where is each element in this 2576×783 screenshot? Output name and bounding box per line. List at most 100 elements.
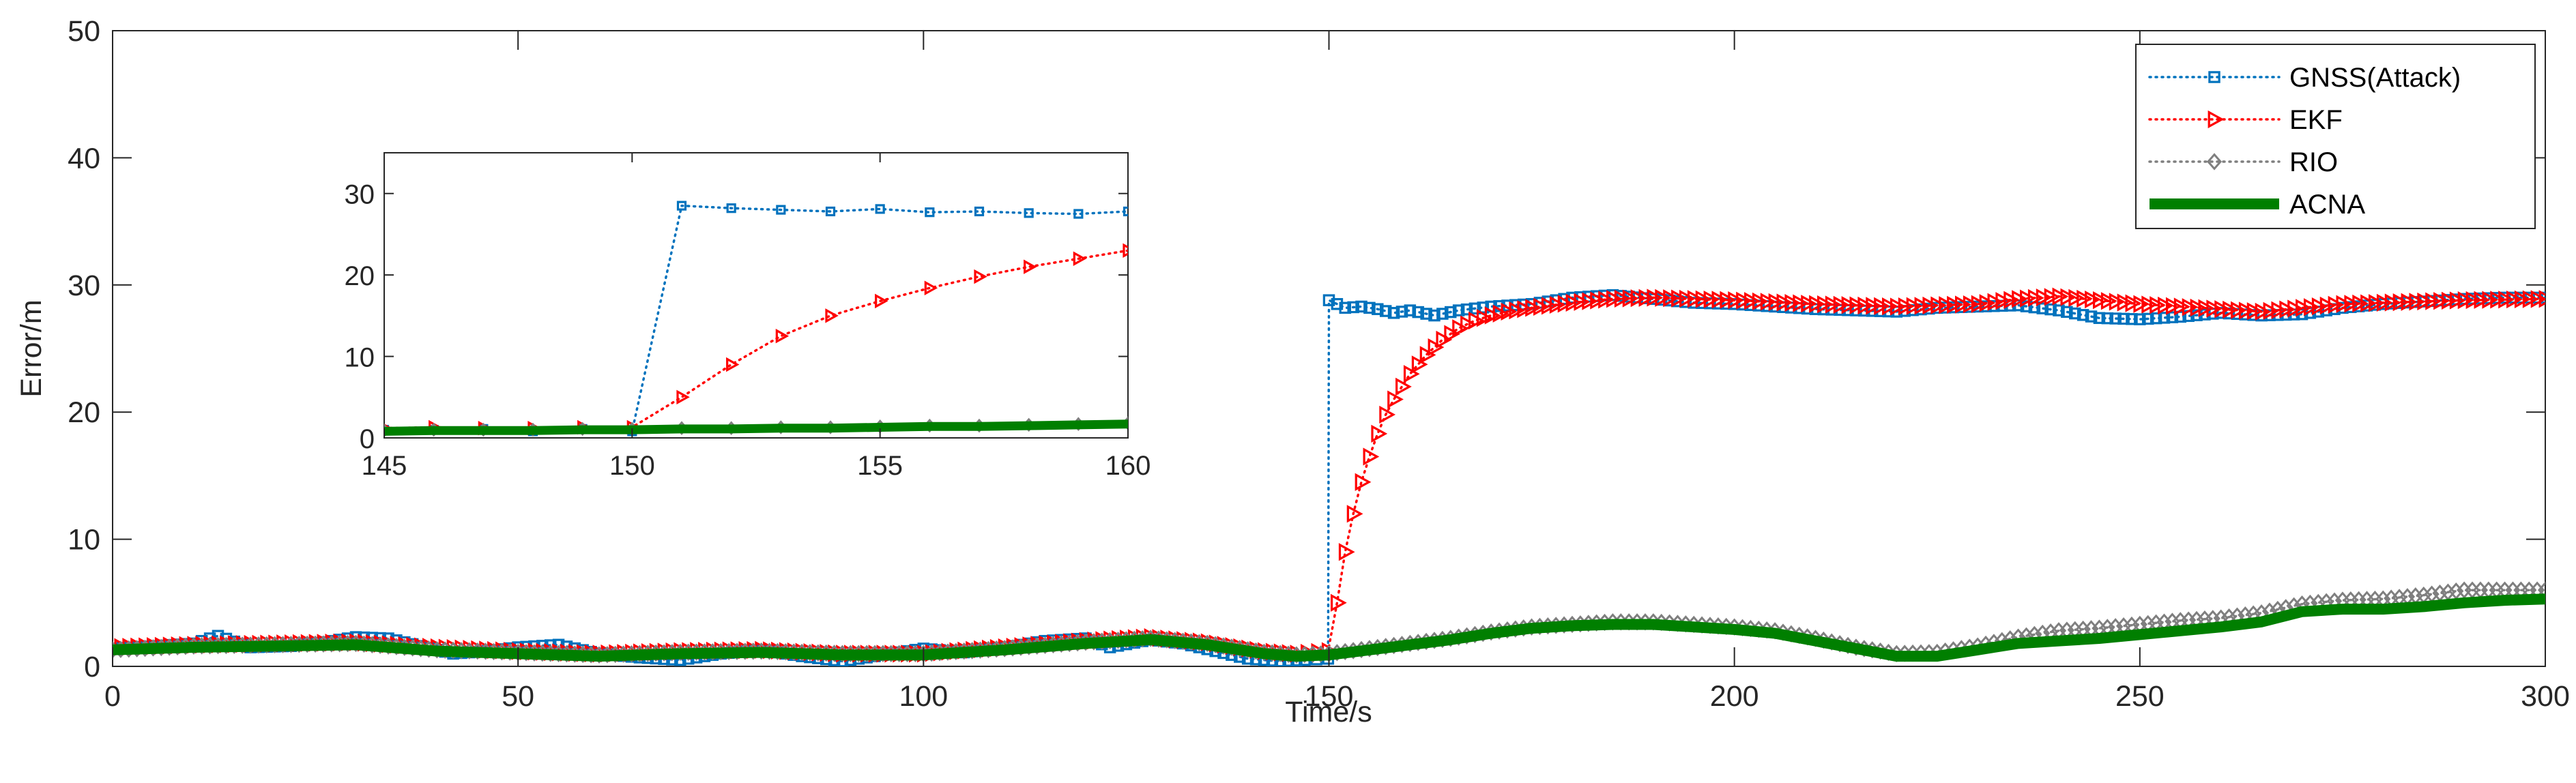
main-point-gnss-attack [1363,301,1376,314]
inset-point-ekf [775,329,790,344]
y-axis-label: Error/m [15,299,48,397]
main-point-gnss-attack [1436,308,1449,320]
main-point-ekf [1687,290,1704,308]
inset-point-gnss-attack [925,207,935,218]
main-point-ekf [1744,292,1761,310]
main-point-ekf [1882,297,1898,316]
main-point-ekf [1987,293,2004,311]
main-point-ekf [1452,319,1468,338]
legend-marker-gnss-attack [2208,71,2220,83]
inset-line-acna [384,419,1128,436]
main-point-gnss-attack [2061,306,2073,319]
main-point-gnss-attack [1379,305,1392,317]
main-point-gnss-attack [2093,312,2106,325]
main-point-ekf [2287,299,2304,318]
legend-label-rio: RIO [2289,147,2338,177]
main-point-ekf [1971,295,1988,313]
legend-label-acna: ACNA [2289,190,2365,220]
main-point-ekf [2465,291,2483,310]
main-point-ekf [1963,295,1980,314]
main-point-ekf [1436,330,1453,349]
main-y-tick-label: 0 [84,651,100,683]
main-point-ekf [1930,296,1948,314]
main-point-ekf [2085,290,2101,309]
main-point-ekf [2027,289,2044,307]
main-point-ekf [2165,297,2182,315]
main-point-ekf [2376,293,2393,312]
main-point-ekf [2457,291,2474,310]
main-point-ekf [1622,289,1639,308]
main-point-ekf [1922,296,1939,315]
main-point-gnss-attack [2044,303,2057,316]
legend-item-ekf: EKF [2148,105,2343,135]
main-x-tick-label: 300 [2521,680,2570,713]
main-point-ekf [1825,295,1842,314]
inset-point-gnss-attack [1024,208,1034,218]
legend-label-gnss-attack: GNSS(Attack) [2289,63,2461,93]
main-point-ekf [1565,293,1582,312]
main-point-gnss-attack [2101,312,2114,325]
main-point-gnss-attack [2134,313,2146,325]
main-point-ekf [1638,289,1655,307]
main-point-ekf [1995,292,2012,310]
main-point-ekf [1793,294,1810,312]
main-point-ekf [1606,290,1623,308]
main-y-tick-label: 50 [68,15,100,48]
main-point-ekf [2417,292,2434,311]
inset-y-tick-label: 20 [345,261,375,291]
main-point-ekf [2117,293,2134,312]
main-point-gnss-attack [2141,312,2154,325]
main-point-ekf [2060,288,2077,306]
main-point-ekf [2044,288,2061,306]
main-point-ekf [1671,289,1688,308]
main-point-gnss-attack [1445,306,1457,319]
main-point-ekf [2141,295,2158,314]
main-y-tick-label: 20 [68,396,100,429]
main-point-ekf [2319,296,2336,315]
main-point-ekf [2012,290,2028,308]
main-point-ekf [2538,290,2545,308]
main-point-ekf [1411,355,1428,374]
inset-point-gnss-attack [825,206,836,217]
main-point-ekf [1914,297,1931,315]
main-point-ekf [1509,301,1526,320]
main-point-ekf [1501,302,1518,321]
main-point-ekf [1711,291,1728,309]
main-point-ekf [1947,295,1963,314]
main-point-ekf [1752,292,1769,310]
main-point-ekf [2442,291,2458,310]
main-point-ekf [2425,292,2442,310]
main-point-ekf [1419,346,1436,364]
main-point-ekf [2093,291,2109,310]
main-point-ekf [1866,297,1883,315]
main-point-ekf [1582,292,1599,310]
inset-point-gnss-attack [1073,209,1084,219]
main-point-ekf [2384,293,2401,312]
main-point-gnss-attack [2036,302,2049,314]
main-point-ekf [1371,424,1388,443]
inset-x-tick-label: 145 [362,451,407,481]
main-point-ekf [2076,289,2094,308]
legend-box [2135,44,2536,229]
main-point-gnss-attack [2126,313,2138,325]
main-point-ekf [1857,296,1875,315]
inset-point-ekf [825,308,839,323]
main-point-gnss-attack [2158,312,2171,324]
main-point-ekf [2133,295,2150,313]
main-point-gnss-attack [1412,306,1424,319]
main-point-ekf [1492,304,1509,323]
main-point-ekf [2522,290,2539,308]
main-point-ekf [1979,294,1996,312]
main-point-ekf [1533,297,1550,316]
main-point-ekf [1428,338,1445,357]
main-y-tick-label: 30 [68,269,100,302]
legend-marker-rio [2206,153,2223,171]
main-point-gnss-attack [1452,304,1465,316]
main-point-ekf [2173,297,2190,316]
main-point-ekf [1955,295,1971,314]
main-point-ekf [1703,290,1720,309]
main-point-gnss-attack [2076,309,2089,321]
inset-y-tick-label: 10 [345,343,375,373]
main-point-ekf [1890,297,1907,316]
main-point-ekf [1476,309,1493,327]
